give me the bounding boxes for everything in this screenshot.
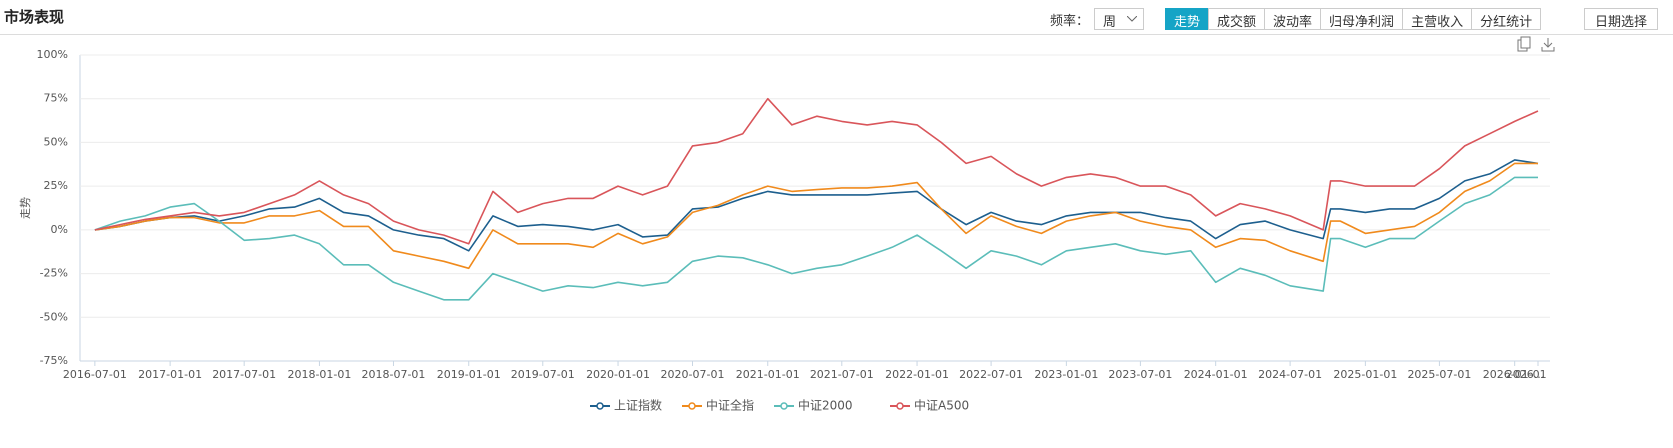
legend-label: 中证全指	[706, 398, 754, 413]
series-line	[94, 176, 1538, 301]
legend-item[interactable]: 中证2000	[774, 398, 853, 413]
x-tick-label: 2019-07-01	[511, 368, 575, 381]
legend-item[interactable]: 上证指数	[590, 398, 662, 413]
x-tick-label: 2025-07-01	[1407, 368, 1471, 381]
x-tick-label: 2018-01-01	[287, 368, 351, 381]
copy-icon[interactable]	[1517, 36, 1531, 52]
x-tick-label: 2022-07-01	[959, 368, 1023, 381]
frequency-label: 频率：	[1050, 14, 1090, 29]
chevron	[1127, 16, 1137, 22]
legend-item[interactable]: 中证全指	[682, 398, 754, 413]
tab[interactable]: 分红统计	[1471, 8, 1542, 30]
tab[interactable]: 走势	[1165, 8, 1210, 30]
legend-marker	[688, 402, 696, 410]
x-tick-label: 2024-07-01	[1258, 368, 1322, 381]
y-tick-label: 50%	[44, 135, 68, 148]
section-title: 市场表现	[4, 8, 65, 26]
series-line	[94, 159, 1539, 252]
y-tick-label: -25%	[40, 267, 68, 280]
frequency-value: 周	[1103, 15, 1117, 30]
download-icon[interactable]	[1541, 38, 1555, 52]
x-tick-label: 2017-01-01	[138, 368, 202, 381]
x-tick-label: 2021-01-01	[736, 368, 800, 381]
x-tick-label: 2026-01-01	[1483, 368, 1547, 381]
x-tick-label: 2016-07-01	[63, 368, 127, 381]
x-tick-label: 2025-01-01	[1333, 368, 1397, 381]
x-tick-label: 2020-01-01	[586, 368, 650, 381]
y-tick-label: -50%	[40, 310, 68, 323]
x-tick-label: 2022-01-01	[885, 368, 949, 381]
y-tick-label: 25%	[44, 179, 68, 192]
x-tick-label: 2023-01-01	[1034, 368, 1098, 381]
date-button[interactable]: 日期选择	[1584, 8, 1659, 30]
x-tick-label: 2024-01-01	[1184, 368, 1248, 381]
x-tick-label: 2021-07-01	[810, 368, 874, 381]
y-tick-label: 0%	[51, 223, 68, 236]
legend-label: 中证2000	[798, 398, 853, 413]
x-tick-label: 2017-07-01	[212, 368, 276, 381]
legend-item[interactable]: 中证A500	[890, 398, 969, 413]
y-axis-label: 走势	[19, 197, 32, 219]
x-tick-label: 2020-07-01	[661, 368, 725, 381]
tab-bar: 走势 成交额 波动率 归母净利润 主营收入 分红统计	[1165, 8, 1542, 30]
x-tick-label: 2026...	[1506, 368, 1544, 381]
frequency-select[interactable]: 周	[1094, 8, 1144, 30]
legend-label: 中证A500	[914, 398, 969, 413]
y-tick-label: -75%	[40, 354, 68, 367]
y-tick-label: 100%	[37, 48, 68, 61]
legend-marker	[780, 402, 788, 410]
x-tick-label: 2023-07-01	[1108, 368, 1172, 381]
x-tick-label: 2019-01-01	[437, 368, 501, 381]
header: 市场表现 频率： 周 走势 成交额 波动率 归母净利润 主营收入 分红统计 日期选择	[0, 0, 1673, 35]
series-line	[94, 97, 1539, 245]
legend-marker	[596, 402, 604, 410]
series-line	[94, 162, 1538, 270]
x-tick-label: 2018-07-01	[362, 368, 426, 381]
y-tick-label: 75%	[44, 92, 68, 105]
legend-marker	[896, 402, 904, 410]
legend-label: 上证指数	[614, 398, 662, 413]
